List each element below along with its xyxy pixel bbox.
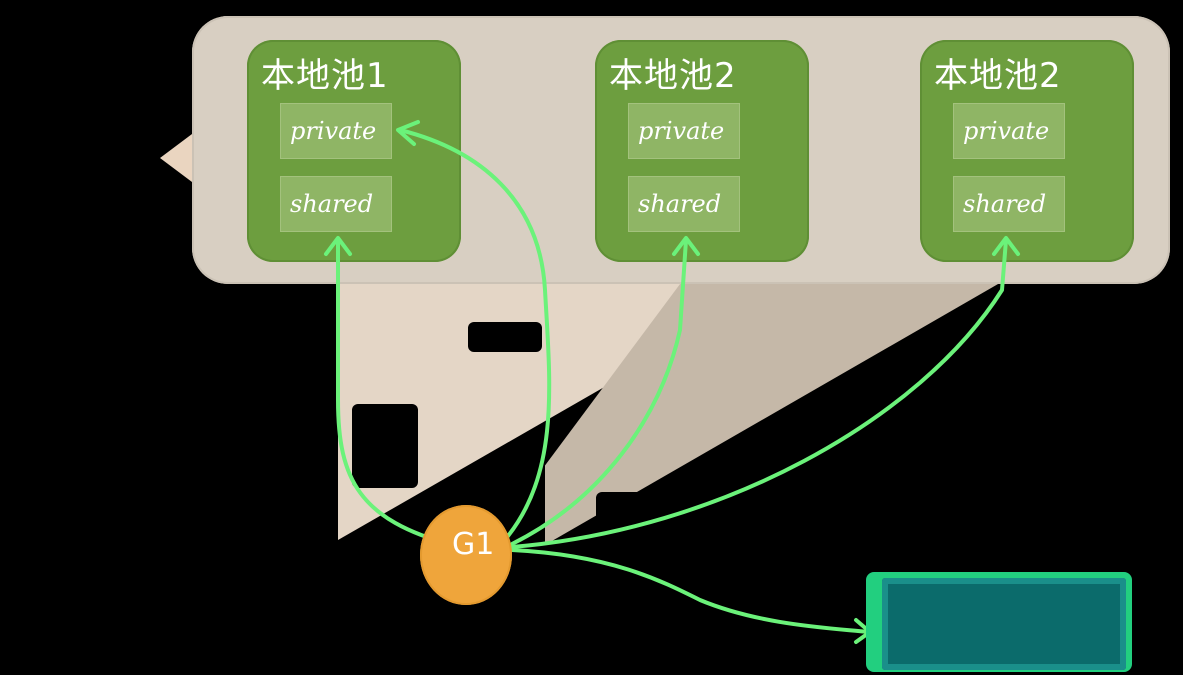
new-object-box-text [896,590,1116,660]
arrow-to-pool1-shared [338,240,452,545]
arrow-to-pool2-shared [512,240,686,544]
arrow-to-pool3-shared [512,240,1006,547]
goroutine-label: G1 [452,527,494,562]
arrow-to-teal-box [512,550,868,632]
arrow-to-pool1-private [400,130,549,536]
